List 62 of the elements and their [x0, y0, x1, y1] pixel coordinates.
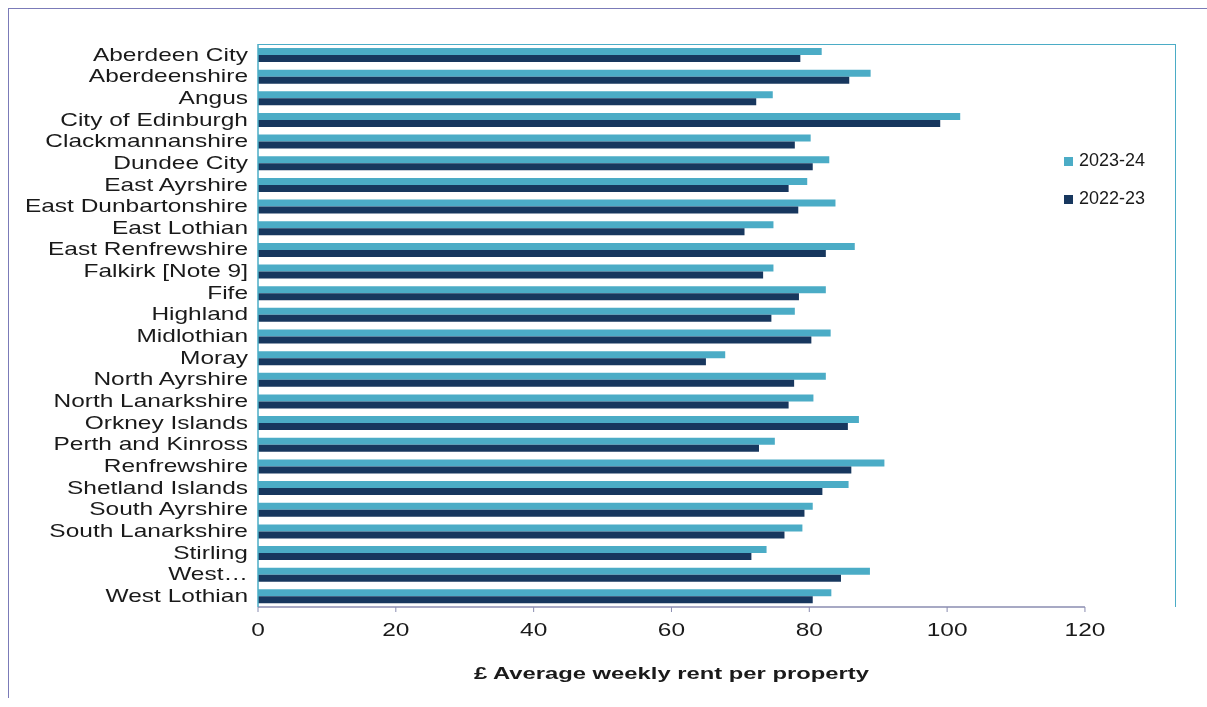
bar [258, 76, 850, 84]
y-tick-label: Renfrewshire [103, 456, 248, 477]
bar [258, 401, 789, 409]
bar [258, 509, 805, 517]
bar [258, 553, 752, 561]
y-tick-label: Dundee City [113, 153, 249, 173]
x-tick-label: 120 [1064, 620, 1106, 641]
y-tick-label: Highland [151, 304, 248, 325]
x-tick-label: 100 [926, 620, 968, 641]
bar [258, 596, 813, 604]
bar [258, 379, 795, 387]
y-tick-label: Aberdeenshire [88, 66, 248, 87]
y-tick-label: South Lanarkshire [49, 521, 248, 542]
bar [258, 206, 799, 214]
x-tick-label: 40 [520, 620, 548, 641]
y-tick-label: Moray [180, 348, 249, 368]
y-tick-label: Midlothian [136, 326, 248, 347]
x-tick-label: 80 [795, 620, 823, 641]
bar [258, 249, 826, 257]
bar [258, 574, 841, 582]
y-tick-label: Fife [207, 283, 248, 303]
y-tick-label: Orkney Islands [84, 413, 248, 433]
y-tick-label: Clackmannanshire [45, 131, 248, 152]
y-tick-label: Perth and Kinross [53, 434, 248, 455]
legend-label: 2022-23 [1078, 188, 1145, 208]
y-tick-label: Falkirk [Note 9] [83, 261, 248, 282]
y-tick-label: East Ayrshire [104, 174, 248, 195]
bar [258, 119, 941, 127]
bar [258, 228, 745, 236]
bar [258, 488, 823, 496]
bar [258, 55, 801, 62]
y-tick-label: North Ayrshire [93, 369, 248, 390]
y-tick-label: East Dunbartonshire [24, 196, 248, 217]
y-tick-label: East Lothian [111, 218, 248, 238]
x-tick-label: 60 [657, 620, 686, 641]
bar [258, 466, 852, 474]
x-axis-title: £ Average weekly rent per property [474, 663, 870, 683]
y-tick-label: Stirling [173, 543, 248, 563]
x-tick-label: 0 [251, 620, 265, 641]
bar [258, 293, 799, 301]
y-tick-label: West… [168, 564, 248, 585]
x-tick-label: 20 [382, 620, 410, 641]
y-tick-label: North Lanarkshire [53, 391, 248, 412]
bar [258, 358, 706, 366]
bar [258, 336, 812, 344]
y-tick-label: West Lothian [105, 586, 248, 607]
bar [258, 423, 848, 431]
bar [258, 444, 759, 452]
y-tick-label: Angus [178, 88, 248, 108]
bar [258, 531, 785, 539]
y-tick-label: City of Edinburgh [60, 109, 248, 130]
bar [258, 163, 813, 171]
y-tick-label: East Renfrewshire [48, 239, 248, 260]
bar [258, 141, 795, 149]
bar [258, 271, 764, 279]
bar [258, 98, 757, 106]
legend-label: 2023-24 [1078, 150, 1145, 170]
y-tick-label: South Ayrshire [89, 499, 248, 520]
bar [258, 314, 772, 322]
bar [258, 184, 789, 192]
y-tick-label: Aberdeen City [92, 44, 249, 65]
y-tick-label: Shetland Islands [67, 478, 248, 498]
